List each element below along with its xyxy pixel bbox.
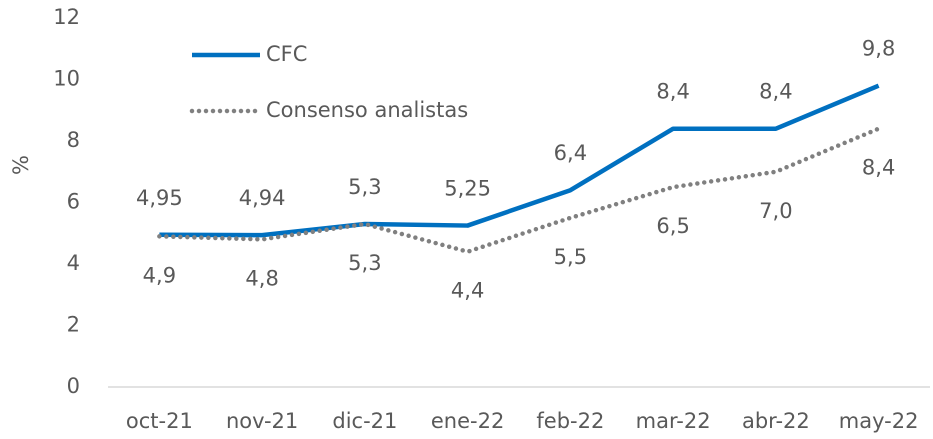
x-tick-label: abr-22 <box>742 409 810 433</box>
data-label: 5,25 <box>444 177 491 201</box>
data-label: 5,3 <box>348 251 381 275</box>
data-label: 6,4 <box>554 141 587 165</box>
data-label: 8,4 <box>862 156 895 180</box>
data-label: 5,3 <box>348 175 381 199</box>
data-label: 8,4 <box>759 80 792 104</box>
legend-label: CFC <box>266 42 307 66</box>
series-line <box>157 126 881 254</box>
y-tick-label: 6 <box>67 190 80 214</box>
data-label: 4,95 <box>136 186 183 210</box>
data-label: 9,8 <box>862 37 895 61</box>
series-line <box>159 83 880 238</box>
x-tick-label: ene-22 <box>431 409 504 433</box>
x-tick-label: nov-21 <box>226 409 298 433</box>
data-label: 6,5 <box>656 214 689 238</box>
x-tick-label: feb-22 <box>536 409 604 433</box>
x-tick-label: dic-21 <box>332 409 397 433</box>
y-tick-label: 8 <box>67 128 80 152</box>
x-tick-label: mar-22 <box>636 409 711 433</box>
data-label: 4,9 <box>143 263 176 287</box>
y-axis-label: % <box>9 155 33 175</box>
data-label: 4,4 <box>451 279 484 303</box>
data-label: 7,0 <box>759 199 792 223</box>
x-tick-label: may-22 <box>839 409 919 433</box>
y-tick-label: 10 <box>53 67 80 91</box>
data-label: 4,8 <box>245 266 278 290</box>
legend-label: Consenso analistas <box>266 98 468 122</box>
data-label: 5,5 <box>554 245 587 269</box>
y-tick-label: 12 <box>53 5 80 29</box>
y-tick-label: 2 <box>67 313 80 337</box>
x-tick-label: oct-21 <box>126 409 193 433</box>
data-label: 4,94 <box>239 186 286 210</box>
y-tick-label: 0 <box>67 374 80 398</box>
y-tick-label: 4 <box>67 251 80 275</box>
data-label: 8,4 <box>656 80 689 104</box>
